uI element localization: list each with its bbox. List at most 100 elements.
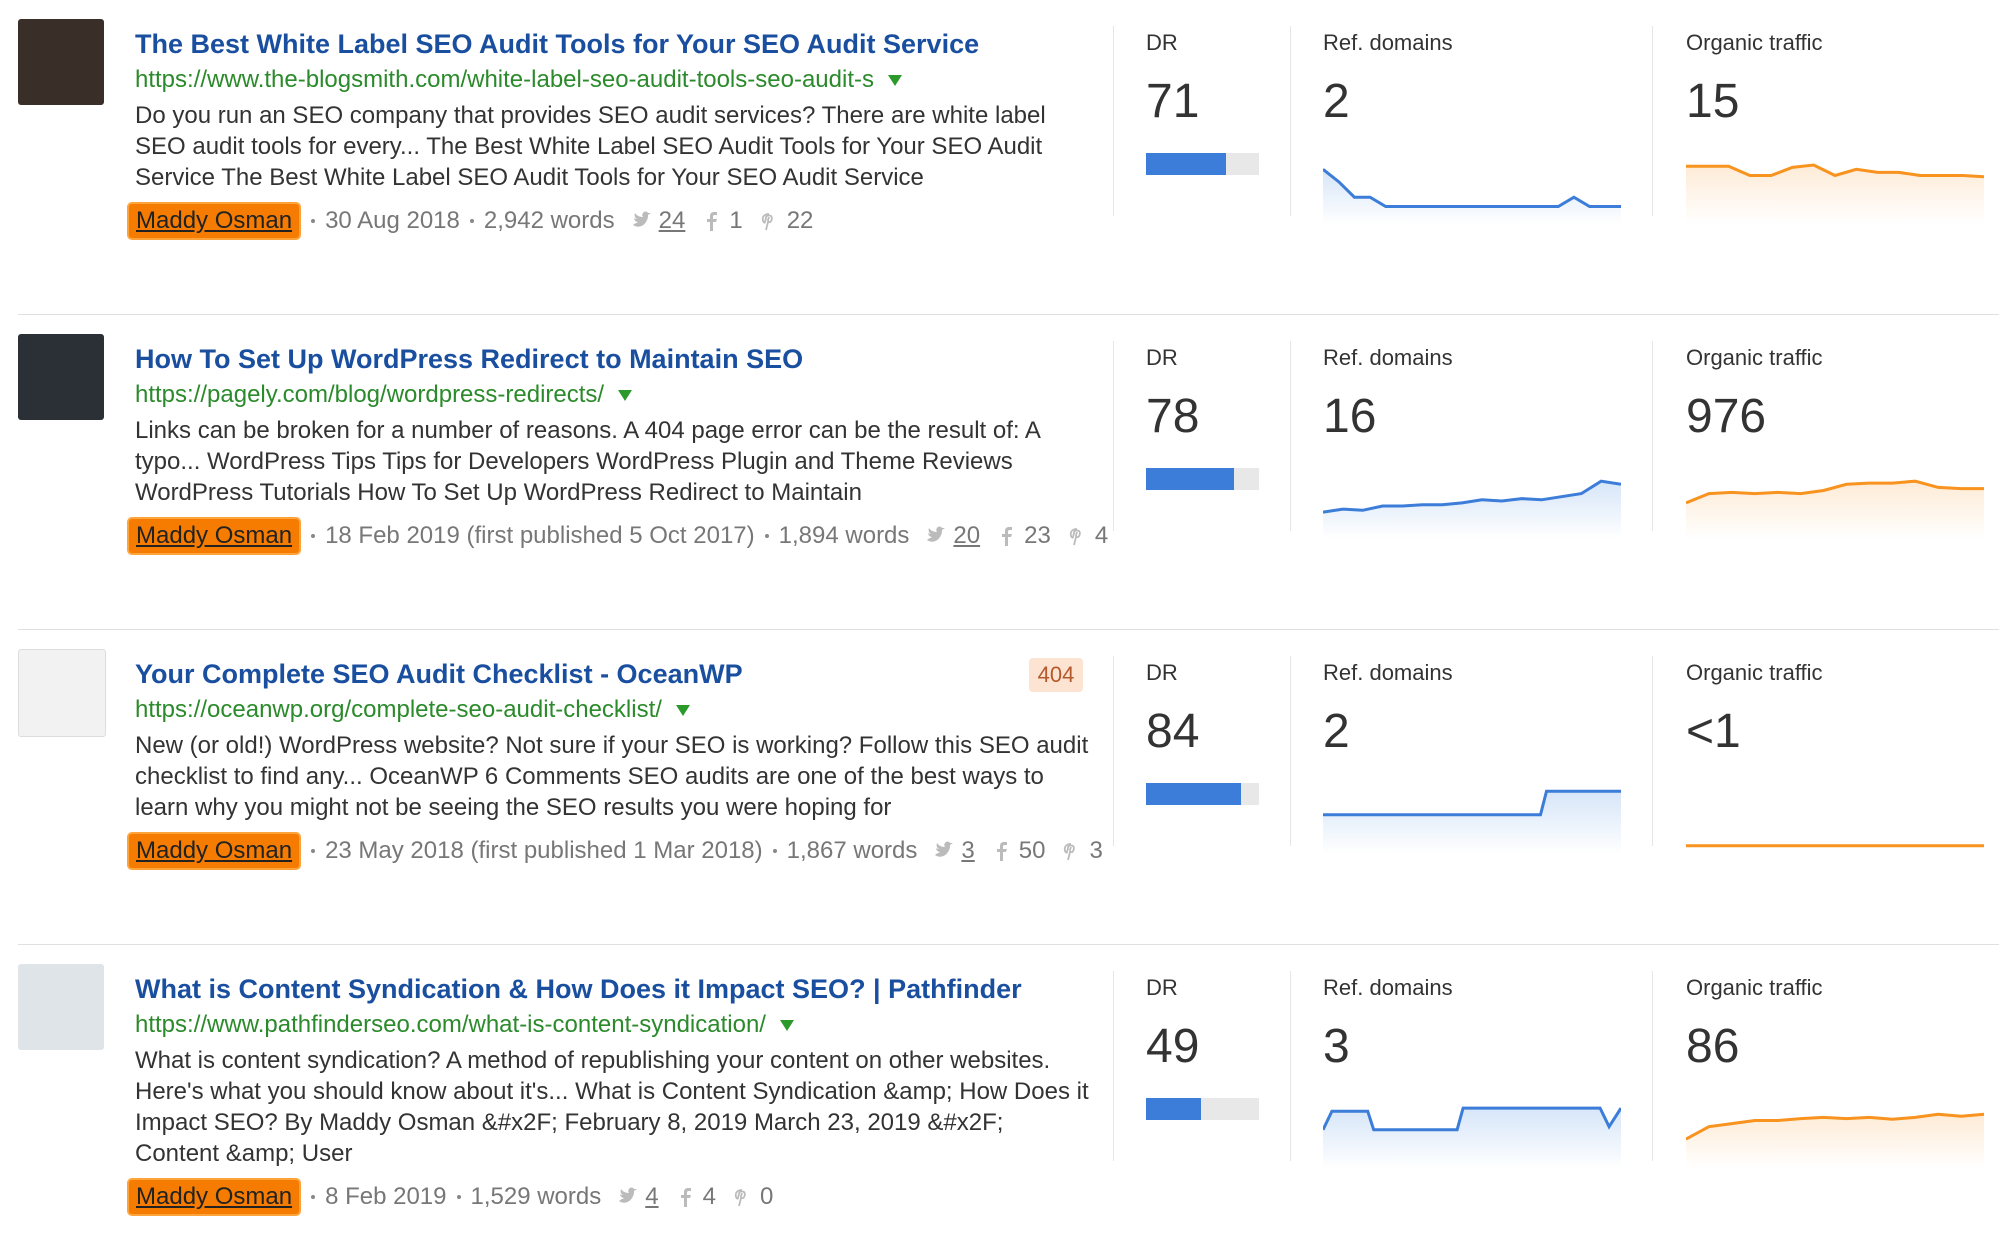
thumbnail: [18, 19, 104, 105]
twitter-count[interactable]: 24: [658, 207, 686, 234]
metric-value: <1: [1686, 705, 1741, 758]
result-url: https://www.pathfinderseo.com/what-is-co…: [135, 1007, 1090, 1043]
result-text: The Best White Label SEO Audit Tools for…: [127, 26, 1090, 240]
result-url: https://oceanwp.org/complete-seo-audit-c…: [135, 692, 1090, 728]
facebook-icon: [996, 842, 1007, 861]
url-menu[interactable]: [779, 1019, 794, 1031]
separator-dot: [469, 219, 474, 223]
separator-dot: [772, 849, 777, 853]
metric-value: 71: [1146, 75, 1200, 128]
column-divider: [1290, 971, 1291, 1161]
dr-bar-track: [1146, 468, 1259, 490]
separator-dot: [311, 1195, 316, 1199]
result-title[interactable]: How To Set Up WordPress Redirect to Main…: [135, 344, 804, 374]
metric-value: 976: [1686, 390, 1767, 443]
column-divider: [1290, 26, 1291, 216]
meta-line: Maddy Osman 18 Feb 2019 (first published …: [127, 517, 1127, 555]
metric-value: 16: [1323, 390, 1377, 443]
social: 20 23 4: [909, 520, 1108, 552]
column-divider: [1113, 656, 1114, 846]
thumbnail: [18, 964, 104, 1050]
snippet: What is content syndication? A method of…: [135, 1047, 1089, 1167]
sparkline-area: [1686, 165, 1984, 224]
date: 30 Aug 2018: [325, 207, 460, 234]
metric-value: 78: [1146, 390, 1200, 443]
meta-line: Maddy Osman 8 Feb 2019 1,529 words 4 4 0: [127, 1178, 1127, 1216]
url-menu[interactable]: [887, 74, 902, 86]
url-menu[interactable]: [618, 389, 633, 401]
result-title[interactable]: Your Complete SEO Audit Checklist - Ocea…: [135, 659, 743, 689]
word-count: 1,529 words: [470, 1183, 602, 1210]
metric-label: Ref. domains: [1323, 30, 1453, 55]
result-url: https://pagely.com/blog/wordpress-redire…: [135, 377, 1090, 413]
sparkline: [1686, 479, 1984, 539]
author[interactable]: Maddy Osman: [127, 517, 302, 555]
twitter-count[interactable]: 4: [645, 1183, 659, 1210]
date: 18 Feb 2019 (first published 5 Oct 2017): [325, 522, 755, 549]
url-text[interactable]: https://www.pathfinderseo.com/what-is-co…: [135, 1011, 766, 1038]
url-text[interactable]: https://pagely.com/blog/wordpress-redire…: [135, 381, 605, 408]
facebook-icon: [680, 1188, 691, 1207]
twitter-count[interactable]: 20: [953, 522, 981, 549]
sparkline-line: [1686, 163, 1984, 179]
result-text: What is Content Syndication & How Does i…: [127, 971, 1090, 1216]
url-text[interactable]: https://oceanwp.org/complete-seo-audit-c…: [135, 696, 662, 723]
facebook-icon: [1002, 527, 1013, 546]
metric-label: Organic traffic: [1686, 30, 1823, 55]
sparkline: [1323, 1106, 1621, 1169]
metric-value: 3: [1323, 1020, 1350, 1073]
thumbnail: [18, 649, 106, 737]
sparkline-area: [1686, 1114, 1984, 1169]
column-divider: [1113, 26, 1114, 216]
metric-label: Ref. domains: [1323, 975, 1453, 1000]
column-divider: [1290, 341, 1291, 531]
twitter-icon: [935, 841, 954, 857]
dr-bar: [1146, 783, 1241, 805]
author[interactable]: Maddy Osman: [127, 1178, 302, 1216]
pinterest-count: 3: [1089, 837, 1103, 864]
separator-dot: [311, 219, 316, 223]
result-title[interactable]: The Best White Label SEO Audit Tools for…: [135, 29, 980, 59]
snippet: New (or old!) WordPress website? Not sur…: [135, 732, 1089, 821]
column-divider: [1652, 656, 1653, 846]
facebook-icon: [707, 212, 718, 231]
metric-label: Ref. domains: [1323, 345, 1453, 370]
thumbnail: [18, 334, 104, 420]
sparkline-line: [1323, 1106, 1621, 1132]
metric-value: 2: [1323, 75, 1350, 128]
separator-dot: [311, 534, 316, 538]
social: 24 1 22: [615, 205, 813, 237]
author[interactable]: Maddy Osman: [127, 202, 302, 240]
word-count: 1,894 words: [778, 522, 910, 549]
pinterest-icon: [734, 1189, 746, 1207]
result-text: Your Complete SEO Audit Checklist - Ocea…: [127, 656, 1103, 870]
sparkline: [1323, 168, 1621, 224]
word-count: 2,942 words: [483, 207, 615, 234]
separator: [18, 944, 1999, 945]
url-menu[interactable]: [675, 704, 690, 716]
meta-line: Maddy Osman 30 Aug 2018 2,942 words 24 1 22: [127, 202, 1127, 240]
sparkline-line: [1686, 479, 1984, 505]
facebook-count: 50: [1018, 837, 1046, 864]
byline: Maddy Osman 8 Feb 2019 1,529 words: [127, 1178, 602, 1216]
separator-dot: [311, 849, 316, 853]
pinterest-count: 0: [759, 1183, 774, 1210]
pinterest-icon: [1069, 528, 1081, 546]
separator: [18, 314, 1999, 315]
column-divider: [1652, 971, 1653, 1161]
column-divider: [1652, 26, 1653, 216]
twitter-icon: [619, 1187, 638, 1203]
twitter-count[interactable]: 3: [961, 837, 975, 864]
author[interactable]: Maddy Osman: [127, 832, 302, 870]
word-count: 1,867 words: [786, 837, 918, 864]
dr-bar: [1146, 1098, 1202, 1120]
result-title[interactable]: What is Content Syndication & How Does i…: [135, 974, 1022, 1004]
metric-value: 84: [1146, 705, 1200, 758]
meta-line: Maddy Osman 23 May 2018 (first published …: [127, 832, 1127, 870]
url-text[interactable]: https://www.the-blogsmith.com/white-labe…: [135, 66, 874, 93]
byline: Maddy Osman 30 Aug 2018 2,942 words: [127, 202, 615, 240]
metric-label: Organic traffic: [1686, 975, 1823, 1000]
metric-label: DR: [1146, 345, 1178, 370]
pinterest-icon: [1064, 843, 1076, 861]
